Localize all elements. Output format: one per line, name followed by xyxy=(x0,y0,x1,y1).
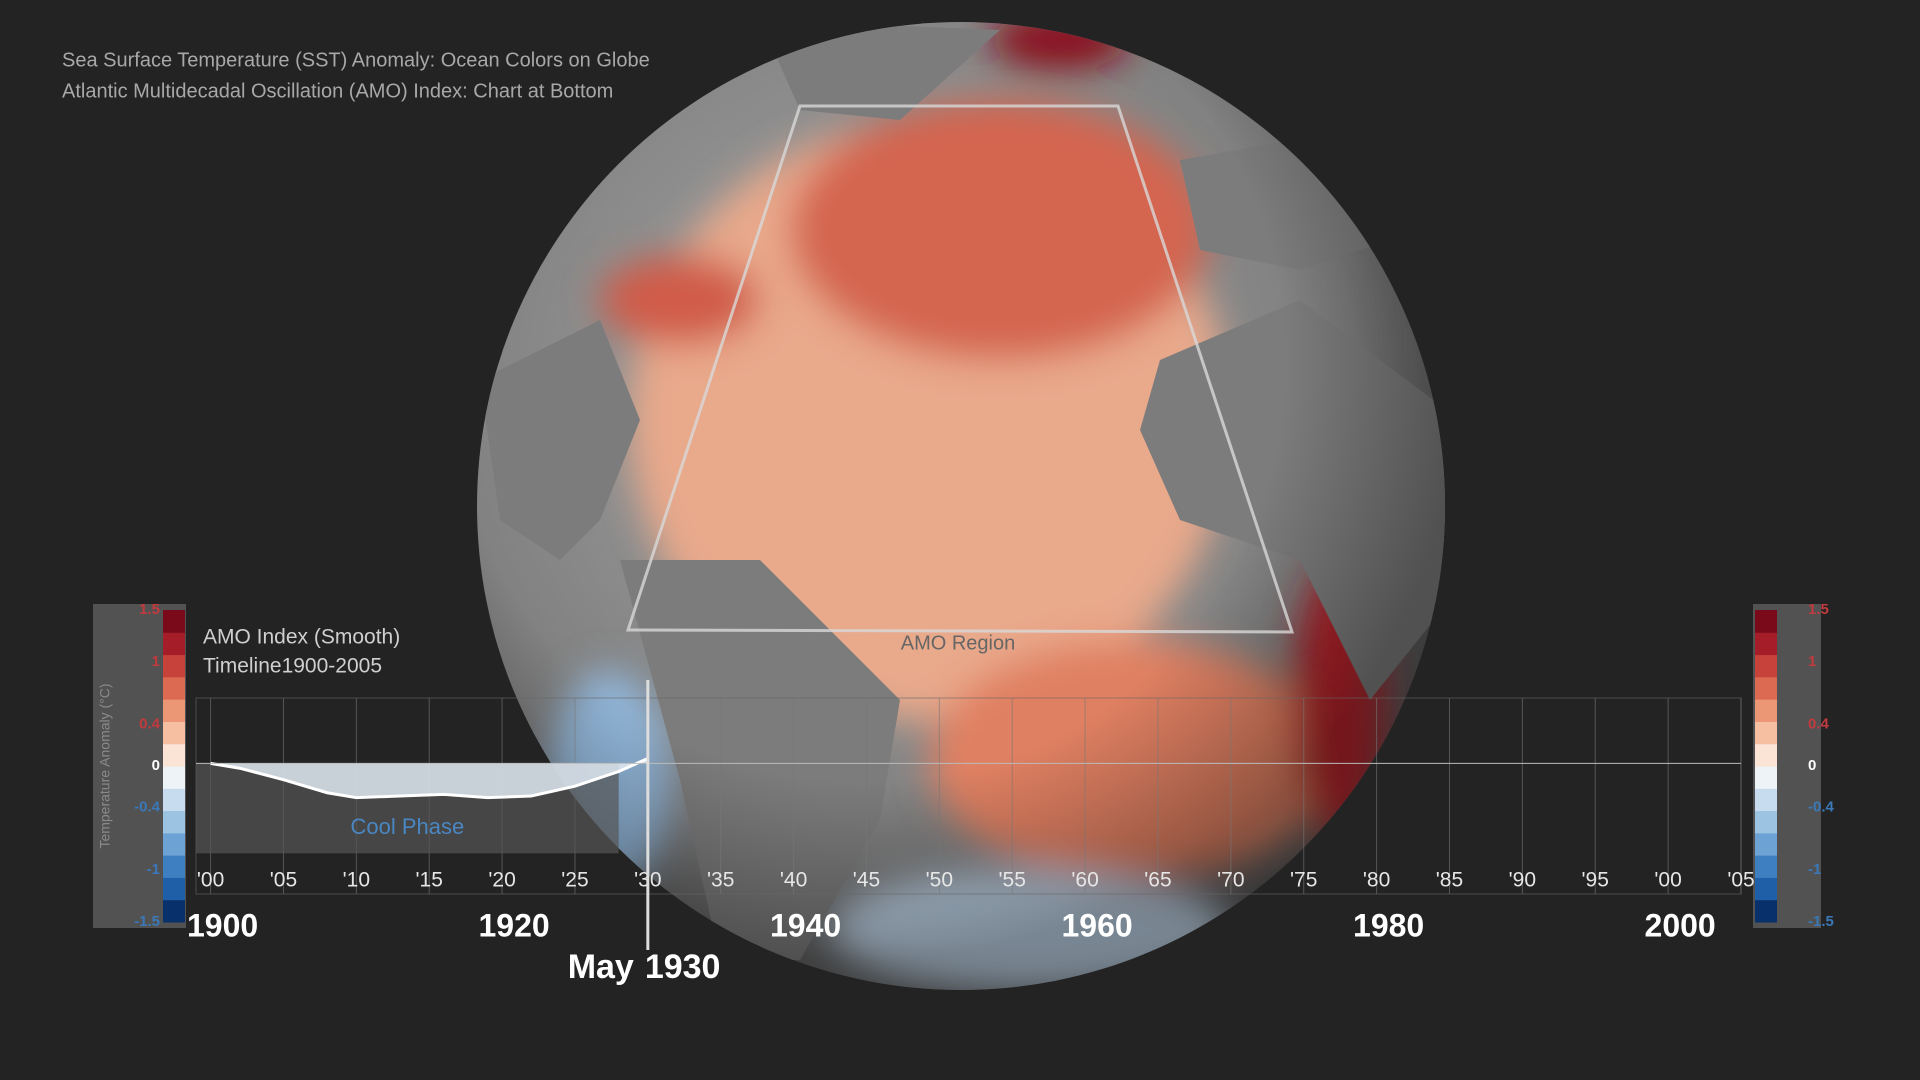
x-tick-label: '35 xyxy=(707,869,734,892)
colorbar-band xyxy=(1755,832,1777,856)
chart-title: AMO Index (Smooth) xyxy=(203,626,400,649)
decade-label: 1920 xyxy=(478,907,549,943)
colorbar-tick-label: 1.5 xyxy=(139,601,160,618)
x-tick-label: '50 xyxy=(926,869,953,892)
colorbar-band xyxy=(163,699,185,722)
decade-label: 2000 xyxy=(1645,907,1716,943)
colorbar-tick-label: -0.4 xyxy=(1808,799,1835,816)
colorbar-band xyxy=(163,899,185,923)
colorbar-tick-label: 0.4 xyxy=(1808,715,1830,732)
colorbar-tick-label: -1.5 xyxy=(134,913,160,930)
colorbar-tick-label: 1.5 xyxy=(1808,601,1829,618)
colorbar-band xyxy=(1755,610,1777,633)
colorbar-band xyxy=(163,766,185,789)
colorbar-tick-label: 1 xyxy=(1808,653,1816,670)
chart-subtitle: Timeline1900-2005 xyxy=(203,655,382,678)
colorbar-band xyxy=(163,654,185,678)
colorbar-band xyxy=(1755,788,1777,812)
decade-label: 1900 xyxy=(187,907,258,943)
current-year: 1930 xyxy=(645,948,721,986)
colorbar-band xyxy=(163,676,185,700)
colorbar-axis-label: Temperature Anomaly (°C) xyxy=(97,683,113,848)
header-line: Atlantic Multidecadal Oscillation (AMO) … xyxy=(62,80,613,102)
x-tick-label: '00 xyxy=(1654,869,1681,892)
colorbar-band xyxy=(1755,877,1777,901)
colorbar-band xyxy=(1755,766,1777,789)
x-tick-label: '95 xyxy=(1582,869,1609,892)
x-tick-label: '00 xyxy=(197,869,224,892)
colorbar-tick-label: -1.5 xyxy=(1808,913,1834,930)
x-tick-label: '75 xyxy=(1290,869,1317,892)
colorbar-tick-label: 0 xyxy=(1808,757,1816,774)
current-month: May xyxy=(568,948,634,986)
colorbar-tick-label: 0.4 xyxy=(139,715,161,732)
decade-label: 1940 xyxy=(770,907,841,943)
colorbar-band xyxy=(1755,743,1777,767)
x-tick-label: '55 xyxy=(999,869,1026,892)
x-tick-label: '60 xyxy=(1071,869,1098,892)
colorbar-band xyxy=(163,832,185,856)
x-tick-label: '45 xyxy=(853,869,880,892)
header-line: Sea Surface Temperature (SST) Anomaly: O… xyxy=(62,49,650,71)
colorbar-band xyxy=(1755,721,1777,745)
colorbar-band xyxy=(1755,632,1777,656)
x-tick-label: '20 xyxy=(488,869,515,892)
x-tick-label: '40 xyxy=(780,869,807,892)
colorbar-band xyxy=(163,788,185,812)
decade-label: 1960 xyxy=(1062,907,1133,943)
colorbar-band xyxy=(163,877,185,901)
x-tick-label: '25 xyxy=(561,869,588,892)
colorbar-band xyxy=(163,743,185,767)
colorbar-band xyxy=(1755,855,1777,878)
colorbar-band xyxy=(1755,810,1777,834)
colorbar-band xyxy=(163,632,185,656)
colorbar-band xyxy=(163,855,185,878)
colorbar-band xyxy=(1755,899,1777,923)
phase-label: Cool Phase xyxy=(350,814,464,839)
x-tick-label: '15 xyxy=(416,869,443,892)
colorbar-tick-label: 0 xyxy=(152,757,160,774)
decade-label: 1980 xyxy=(1353,907,1424,943)
region-label: AMO Region xyxy=(901,632,1016,654)
line xyxy=(210,757,649,800)
colorbar-tick-label: -1 xyxy=(1808,861,1821,878)
colorbar-band xyxy=(1755,676,1777,700)
colorbar-tick-label: -1 xyxy=(147,861,160,878)
x-tick-label: '85 xyxy=(1436,869,1463,892)
globe: AMO Region xyxy=(477,22,1445,990)
x-tick-label: '65 xyxy=(1144,869,1171,892)
x-tick-label: '90 xyxy=(1509,869,1536,892)
x-tick-label: '80 xyxy=(1363,869,1390,892)
colorbar-band xyxy=(163,810,185,834)
colorbar-tick-label: -0.4 xyxy=(134,799,161,816)
colorbar-band xyxy=(1755,654,1777,678)
x-tick-label: '10 xyxy=(343,869,370,892)
x-tick-label: '05 xyxy=(1727,869,1754,892)
colorbar-band xyxy=(1755,699,1777,722)
area xyxy=(210,758,648,798)
colorbar-band xyxy=(163,721,185,745)
colorbar-tick-label: 1 xyxy=(152,653,160,670)
colorbar-band xyxy=(163,610,185,633)
x-tick-label: '05 xyxy=(270,869,297,892)
x-tick-label: '70 xyxy=(1217,869,1244,892)
